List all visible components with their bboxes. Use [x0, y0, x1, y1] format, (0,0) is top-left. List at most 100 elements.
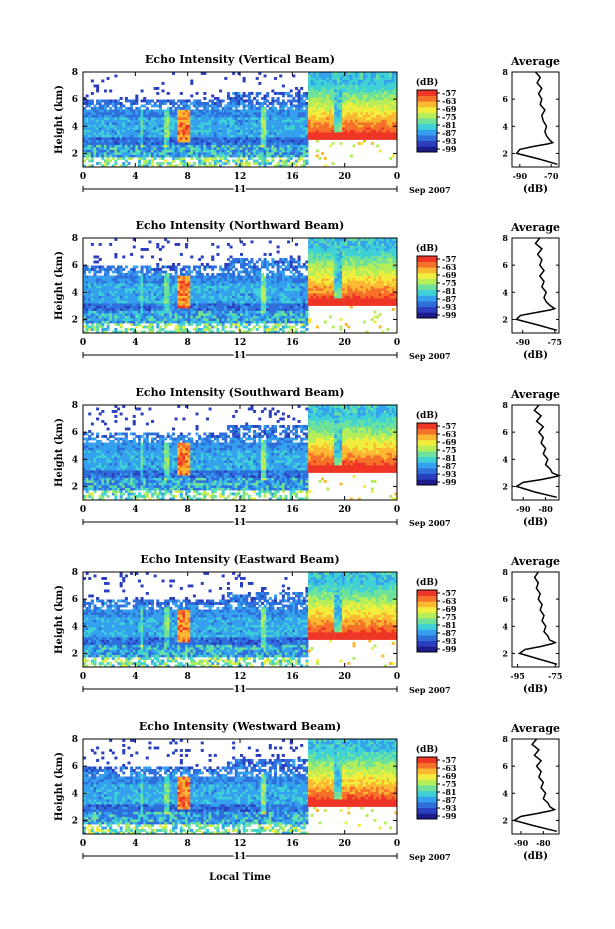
- heatmap-cell: [103, 144, 107, 148]
- heatmap-cell: [226, 320, 230, 324]
- heatmap-cell: [326, 104, 330, 108]
- heatmap-cell: [145, 164, 149, 168]
- heatmap-cell: [224, 142, 228, 145]
- heatmap-cell: [83, 285, 87, 289]
- heatmap-cell: [216, 109, 220, 113]
- heatmap-cell: [151, 325, 155, 329]
- heatmap-cell: [130, 142, 134, 145]
- heatmap-cell: [200, 290, 204, 294]
- heatmap-cell: [315, 104, 319, 108]
- heatmap-cell: [161, 280, 165, 284]
- heatmap-cell: [169, 107, 173, 110]
- heatmap-cell: [321, 124, 325, 128]
- heatmap-cell: [185, 283, 189, 286]
- heatmap-cell: [119, 142, 123, 145]
- heatmap-cell: [281, 94, 285, 98]
- heatmap-cell: [381, 137, 385, 140]
- heatmap-cell: [229, 260, 233, 264]
- heatmap-cell: [352, 122, 356, 125]
- heatmap-cell: [190, 152, 194, 155]
- heatmap-cell: [302, 147, 306, 150]
- heatmap-cell: [171, 129, 175, 133]
- heatmap-cell: [258, 300, 262, 304]
- heatmap-cell: [276, 164, 280, 168]
- heatmap-cell: [268, 132, 272, 135]
- heatmap-cell: [221, 152, 225, 155]
- heatmap-cell: [336, 89, 340, 93]
- heatmap-cell: [179, 298, 183, 301]
- heatmap-cell: [192, 288, 196, 291]
- heatmap-cell: [391, 132, 395, 135]
- heatmap-cell: [195, 149, 199, 153]
- heatmap-cell: [130, 119, 134, 123]
- heatmap-cell: [281, 122, 285, 125]
- heatmap-cell: [216, 245, 220, 249]
- heatmap-cell: [192, 127, 196, 130]
- heatmap-cell: [237, 147, 241, 150]
- heatmap-cell: [378, 99, 382, 103]
- heatmap-cell: [148, 152, 152, 155]
- heatmap-cell: [96, 255, 100, 259]
- heatmap-cell: [151, 117, 155, 120]
- heatmap-cell: [391, 117, 395, 120]
- heatmap-cell: [156, 164, 160, 168]
- heatmap-cell: [213, 157, 217, 160]
- heatmap-cell: [328, 82, 332, 85]
- heatmap-cell: [124, 293, 128, 296]
- heatmap-cell: [365, 109, 369, 113]
- heatmap-cell: [143, 129, 147, 133]
- heatmap-cell: [271, 124, 275, 128]
- heatmap-cell: [305, 129, 309, 133]
- heatmap-cell: [266, 134, 270, 138]
- heatmap-cell: [88, 270, 92, 274]
- heatmap-cell: [360, 77, 364, 80]
- heatmap-cell: [349, 119, 353, 123]
- heatmap-cell: [85, 283, 89, 286]
- heatmap-cell: [289, 144, 293, 148]
- heatmap-cell: [321, 134, 325, 138]
- heatmap-cell: [198, 124, 202, 128]
- heatmap-cell: [300, 87, 304, 90]
- heatmap-cell: [124, 315, 128, 319]
- heatmap-cell: [250, 320, 254, 324]
- heatmap-cell: [352, 119, 356, 123]
- heatmap-cell: [344, 79, 348, 83]
- heatmap-cell: [373, 109, 377, 113]
- heatmap-cell: [266, 142, 270, 145]
- heatmap-cell: [96, 295, 100, 299]
- heatmap-cell: [130, 305, 134, 309]
- heatmap-cell: [166, 154, 170, 158]
- heatmap-cell: [153, 157, 157, 160]
- heatmap-cell: [103, 300, 107, 304]
- heatmap-cell: [177, 300, 181, 304]
- colorbar-segment: [417, 112, 437, 119]
- heatmap-cell: [122, 320, 126, 324]
- heatmap-cell: [195, 107, 199, 110]
- heatmap-cell: [263, 129, 267, 133]
- heatmap-cell: [171, 308, 175, 311]
- heatmap-cell: [153, 114, 157, 118]
- heatmap-cell: [250, 104, 254, 108]
- heatmap-cell: [211, 295, 215, 299]
- heatmap-cell: [114, 255, 118, 259]
- heatmap-cell: [190, 102, 194, 105]
- heatmap-cell: [190, 149, 194, 153]
- heatmap-cell: [347, 84, 351, 88]
- heatmap-cell: [119, 149, 123, 153]
- heatmap-cell: [140, 104, 144, 108]
- heatmap-cell: [182, 109, 186, 113]
- heatmap-cell: [247, 260, 251, 264]
- heatmap-cell: [140, 295, 144, 299]
- heatmap-cell: [132, 134, 136, 138]
- heatmap-cell: [114, 149, 118, 153]
- heatmap-cell: [263, 152, 267, 155]
- heatmap-cell: [117, 295, 121, 299]
- heatmap-cell: [378, 137, 382, 140]
- heatmap-cell: [334, 92, 338, 95]
- heatmap-cell: [140, 124, 144, 128]
- heatmap-cell: [190, 147, 194, 150]
- heatmap-cell: [83, 330, 87, 334]
- heatmap-cell: [266, 330, 270, 334]
- heatmap-cell: [169, 154, 173, 158]
- heatmap-cell: [245, 109, 249, 113]
